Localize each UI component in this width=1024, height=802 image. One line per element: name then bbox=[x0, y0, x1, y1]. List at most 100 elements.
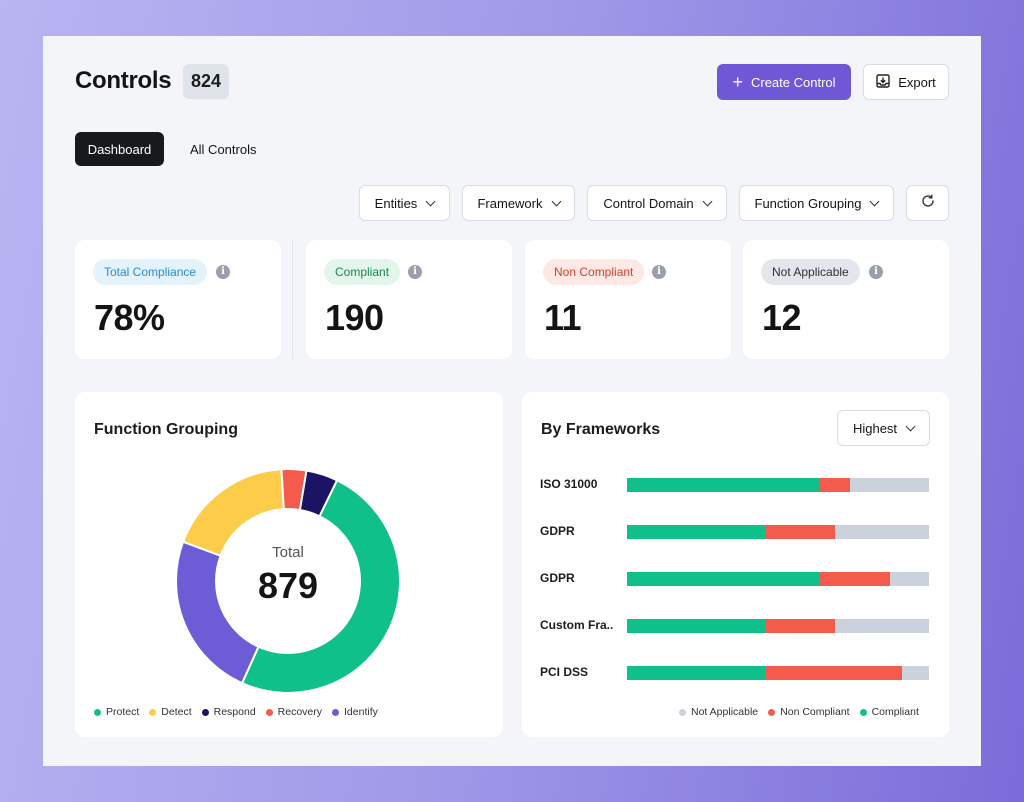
tab-all-controls[interactable]: All Controls bbox=[190, 141, 257, 157]
legend-item: Identify bbox=[332, 706, 378, 718]
stat-value: 11 bbox=[544, 297, 582, 338]
controls-window: Controls 824 + Create Control Export Das… bbox=[43, 36, 981, 766]
legend-dot bbox=[679, 708, 686, 716]
status-badge: Non Compliant bbox=[543, 259, 645, 285]
legend-label: Detect bbox=[161, 706, 192, 718]
framework-row[interactable]: PCI DSS bbox=[540, 664, 930, 680]
control-domain-filter[interactable]: Control Domain bbox=[587, 185, 727, 221]
function-grouping-filter[interactable]: Function Grouping bbox=[739, 185, 894, 221]
donut-total-label: Total bbox=[272, 544, 304, 561]
donut-total-value: 879 bbox=[258, 565, 318, 606]
legend-dot bbox=[859, 708, 867, 716]
legend-label: Respond bbox=[213, 706, 256, 718]
bar-segment-non-compliant bbox=[820, 478, 851, 492]
framework-label: PCI DSS bbox=[540, 665, 589, 679]
bar-segment-compliant bbox=[627, 525, 766, 539]
chevron-down-icon bbox=[702, 196, 713, 206]
stat-card-non-compliant: Non Compliant i 11 bbox=[525, 240, 731, 359]
chevron-down-icon bbox=[905, 421, 916, 431]
framework-label: Custom Fra.. bbox=[540, 618, 614, 632]
status-badge: Compliant bbox=[324, 259, 401, 285]
legend-dot bbox=[94, 708, 101, 716]
stat-card-compliant: Compliant i 190 bbox=[306, 240, 512, 359]
info-icon[interactable]: i bbox=[216, 265, 230, 279]
donut-slice-recovery[interactable] bbox=[280, 468, 308, 512]
framework-bar bbox=[627, 619, 929, 633]
legend-dot bbox=[332, 708, 340, 716]
by-frameworks-panel: By Frameworks Highest ISO 31000 GDPR GDPR C… bbox=[522, 392, 949, 737]
export-label: Export bbox=[898, 74, 936, 90]
legend-item: Protect bbox=[94, 706, 139, 718]
function-grouping-panel: Function Grouping Total 879 Protect Dete… bbox=[75, 392, 503, 737]
function-grouping-donut-chart: Total 879 bbox=[175, 468, 401, 694]
controls-count-badge: 824 bbox=[183, 64, 230, 99]
chevron-down-icon bbox=[551, 196, 561, 206]
info-icon[interactable]: i bbox=[652, 265, 666, 279]
legend-item: Not Applicable bbox=[679, 706, 758, 718]
tab-dashboard[interactable]: Dashboard bbox=[75, 132, 164, 166]
export-button[interactable]: Export bbox=[863, 64, 949, 100]
legend-label: Not Applicable bbox=[691, 706, 759, 718]
framework-row[interactable]: GDPR bbox=[540, 523, 930, 539]
info-icon[interactable]: i bbox=[869, 265, 883, 279]
sort-dropdown-label: Highest bbox=[852, 420, 898, 436]
legend-item: Recovery bbox=[265, 706, 322, 718]
framework-bar bbox=[627, 666, 929, 680]
legend-label: Compliant bbox=[871, 706, 919, 718]
legend-label: Non Compliant bbox=[780, 706, 850, 718]
function-grouping-legend: Protect Detect Respond Recovery Identify bbox=[94, 706, 388, 718]
framework-row[interactable]: ISO 31000 bbox=[540, 476, 930, 492]
bar-segment-not-applicable bbox=[901, 666, 929, 680]
donut-slice-identify[interactable] bbox=[175, 540, 260, 685]
create-control-button[interactable]: + Create Control bbox=[717, 64, 851, 100]
info-icon[interactable]: i bbox=[408, 265, 422, 279]
framework-label: GDPR bbox=[540, 571, 575, 585]
status-badge: Not Applicable bbox=[761, 259, 860, 285]
legend-dot bbox=[149, 708, 157, 716]
sort-dropdown[interactable]: Highest bbox=[837, 410, 930, 446]
bar-segment-not-applicable bbox=[889, 572, 929, 586]
stat-value: 78% bbox=[94, 297, 165, 338]
entities-filter[interactable]: Entities bbox=[359, 185, 450, 221]
bar-segment-compliant bbox=[627, 572, 821, 586]
bar-segment-compliant bbox=[627, 666, 766, 680]
stat-value: 12 bbox=[762, 297, 802, 338]
framework-filter[interactable]: Framework bbox=[462, 185, 575, 221]
plus-icon: + bbox=[732, 72, 743, 92]
legend-item: Respond bbox=[201, 706, 256, 718]
legend-label: Protect bbox=[106, 706, 140, 718]
function-grouping-title: Function Grouping bbox=[94, 421, 238, 438]
stat-value: 190 bbox=[325, 297, 384, 338]
bar-segment-compliant bbox=[627, 478, 821, 492]
stat-card-not-applicable: Not Applicable i 12 bbox=[743, 240, 949, 359]
divider bbox=[292, 240, 293, 359]
bar-segment-non-compliant bbox=[765, 525, 836, 539]
bar-segment-non-compliant bbox=[765, 619, 836, 633]
function-grouping-filter-label: Function Grouping bbox=[754, 195, 862, 211]
bar-segment-not-applicable bbox=[835, 619, 929, 633]
legend-label: Identify bbox=[344, 706, 378, 718]
export-icon bbox=[876, 73, 890, 91]
bar-segment-compliant bbox=[627, 619, 766, 633]
framework-bar bbox=[627, 525, 929, 539]
status-badge: Total Compliance bbox=[93, 259, 208, 285]
framework-label: ISO 31000 bbox=[540, 477, 598, 491]
legend-item: Compliant bbox=[859, 706, 919, 718]
by-frameworks-title: By Frameworks bbox=[541, 421, 661, 438]
bar-segment-not-applicable bbox=[850, 478, 929, 492]
donut-slice-detect[interactable] bbox=[181, 468, 285, 558]
chevron-down-icon bbox=[425, 196, 436, 206]
refresh-button[interactable] bbox=[906, 185, 949, 221]
legend-dot bbox=[768, 708, 776, 716]
page-title: Controls bbox=[75, 67, 172, 94]
donut-slice-protect[interactable] bbox=[240, 478, 401, 694]
framework-label: GDPR bbox=[540, 524, 575, 538]
framework-row[interactable]: Custom Fra.. bbox=[540, 617, 930, 633]
framework-filter-label: Framework bbox=[477, 195, 543, 211]
framework-row[interactable]: GDPR bbox=[540, 570, 930, 586]
legend-dot bbox=[201, 708, 209, 716]
framework-bar bbox=[627, 478, 929, 492]
bar-segment-not-applicable bbox=[835, 525, 929, 539]
framework-bar bbox=[627, 572, 929, 586]
chevron-down-icon bbox=[870, 196, 880, 206]
